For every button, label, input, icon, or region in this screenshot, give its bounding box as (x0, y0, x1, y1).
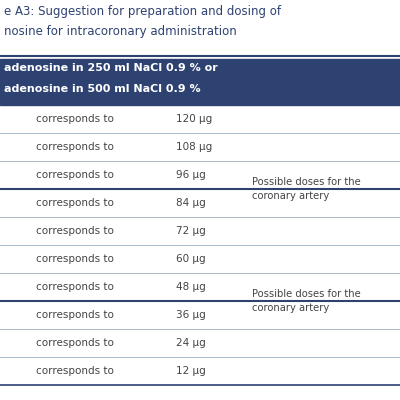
Text: Possible doses for the
coronary artery: Possible doses for the coronary artery (252, 289, 361, 314)
Text: 108 μg: 108 μg (176, 142, 212, 152)
Text: nosine for intracoronary administration: nosine for intracoronary administration (4, 25, 237, 38)
Text: corresponds to: corresponds to (36, 114, 114, 124)
Text: 84 μg: 84 μg (176, 198, 206, 208)
Text: 72 μg: 72 μg (176, 226, 206, 236)
Text: 48 μg: 48 μg (176, 282, 206, 292)
Text: adenosine in 500 ml NaCl 0.9 %: adenosine in 500 ml NaCl 0.9 % (4, 84, 201, 94)
Text: 60 μg: 60 μg (176, 254, 206, 264)
Text: corresponds to: corresponds to (36, 338, 114, 348)
Text: 120 μg: 120 μg (176, 114, 212, 124)
Text: Possible doses for the
coronary artery: Possible doses for the coronary artery (252, 177, 361, 202)
Text: corresponds to: corresponds to (36, 310, 114, 320)
Text: adenosine in 250 ml NaCl 0.9 % or: adenosine in 250 ml NaCl 0.9 % or (4, 63, 218, 73)
Bar (0, 59, 400, 105)
Text: 12 μg: 12 μg (176, 366, 206, 376)
Text: 96 μg: 96 μg (176, 170, 206, 180)
Text: 36 μg: 36 μg (176, 310, 206, 320)
Text: corresponds to: corresponds to (36, 366, 114, 376)
Text: corresponds to: corresponds to (36, 170, 114, 180)
Text: corresponds to: corresponds to (36, 282, 114, 292)
Text: corresponds to: corresponds to (36, 198, 114, 208)
Text: corresponds to: corresponds to (36, 226, 114, 236)
Text: corresponds to: corresponds to (36, 142, 114, 152)
Text: 24 μg: 24 μg (176, 338, 206, 348)
Text: corresponds to: corresponds to (36, 254, 114, 264)
Text: e A3: Suggestion for preparation and dosing of: e A3: Suggestion for preparation and dos… (4, 5, 281, 18)
